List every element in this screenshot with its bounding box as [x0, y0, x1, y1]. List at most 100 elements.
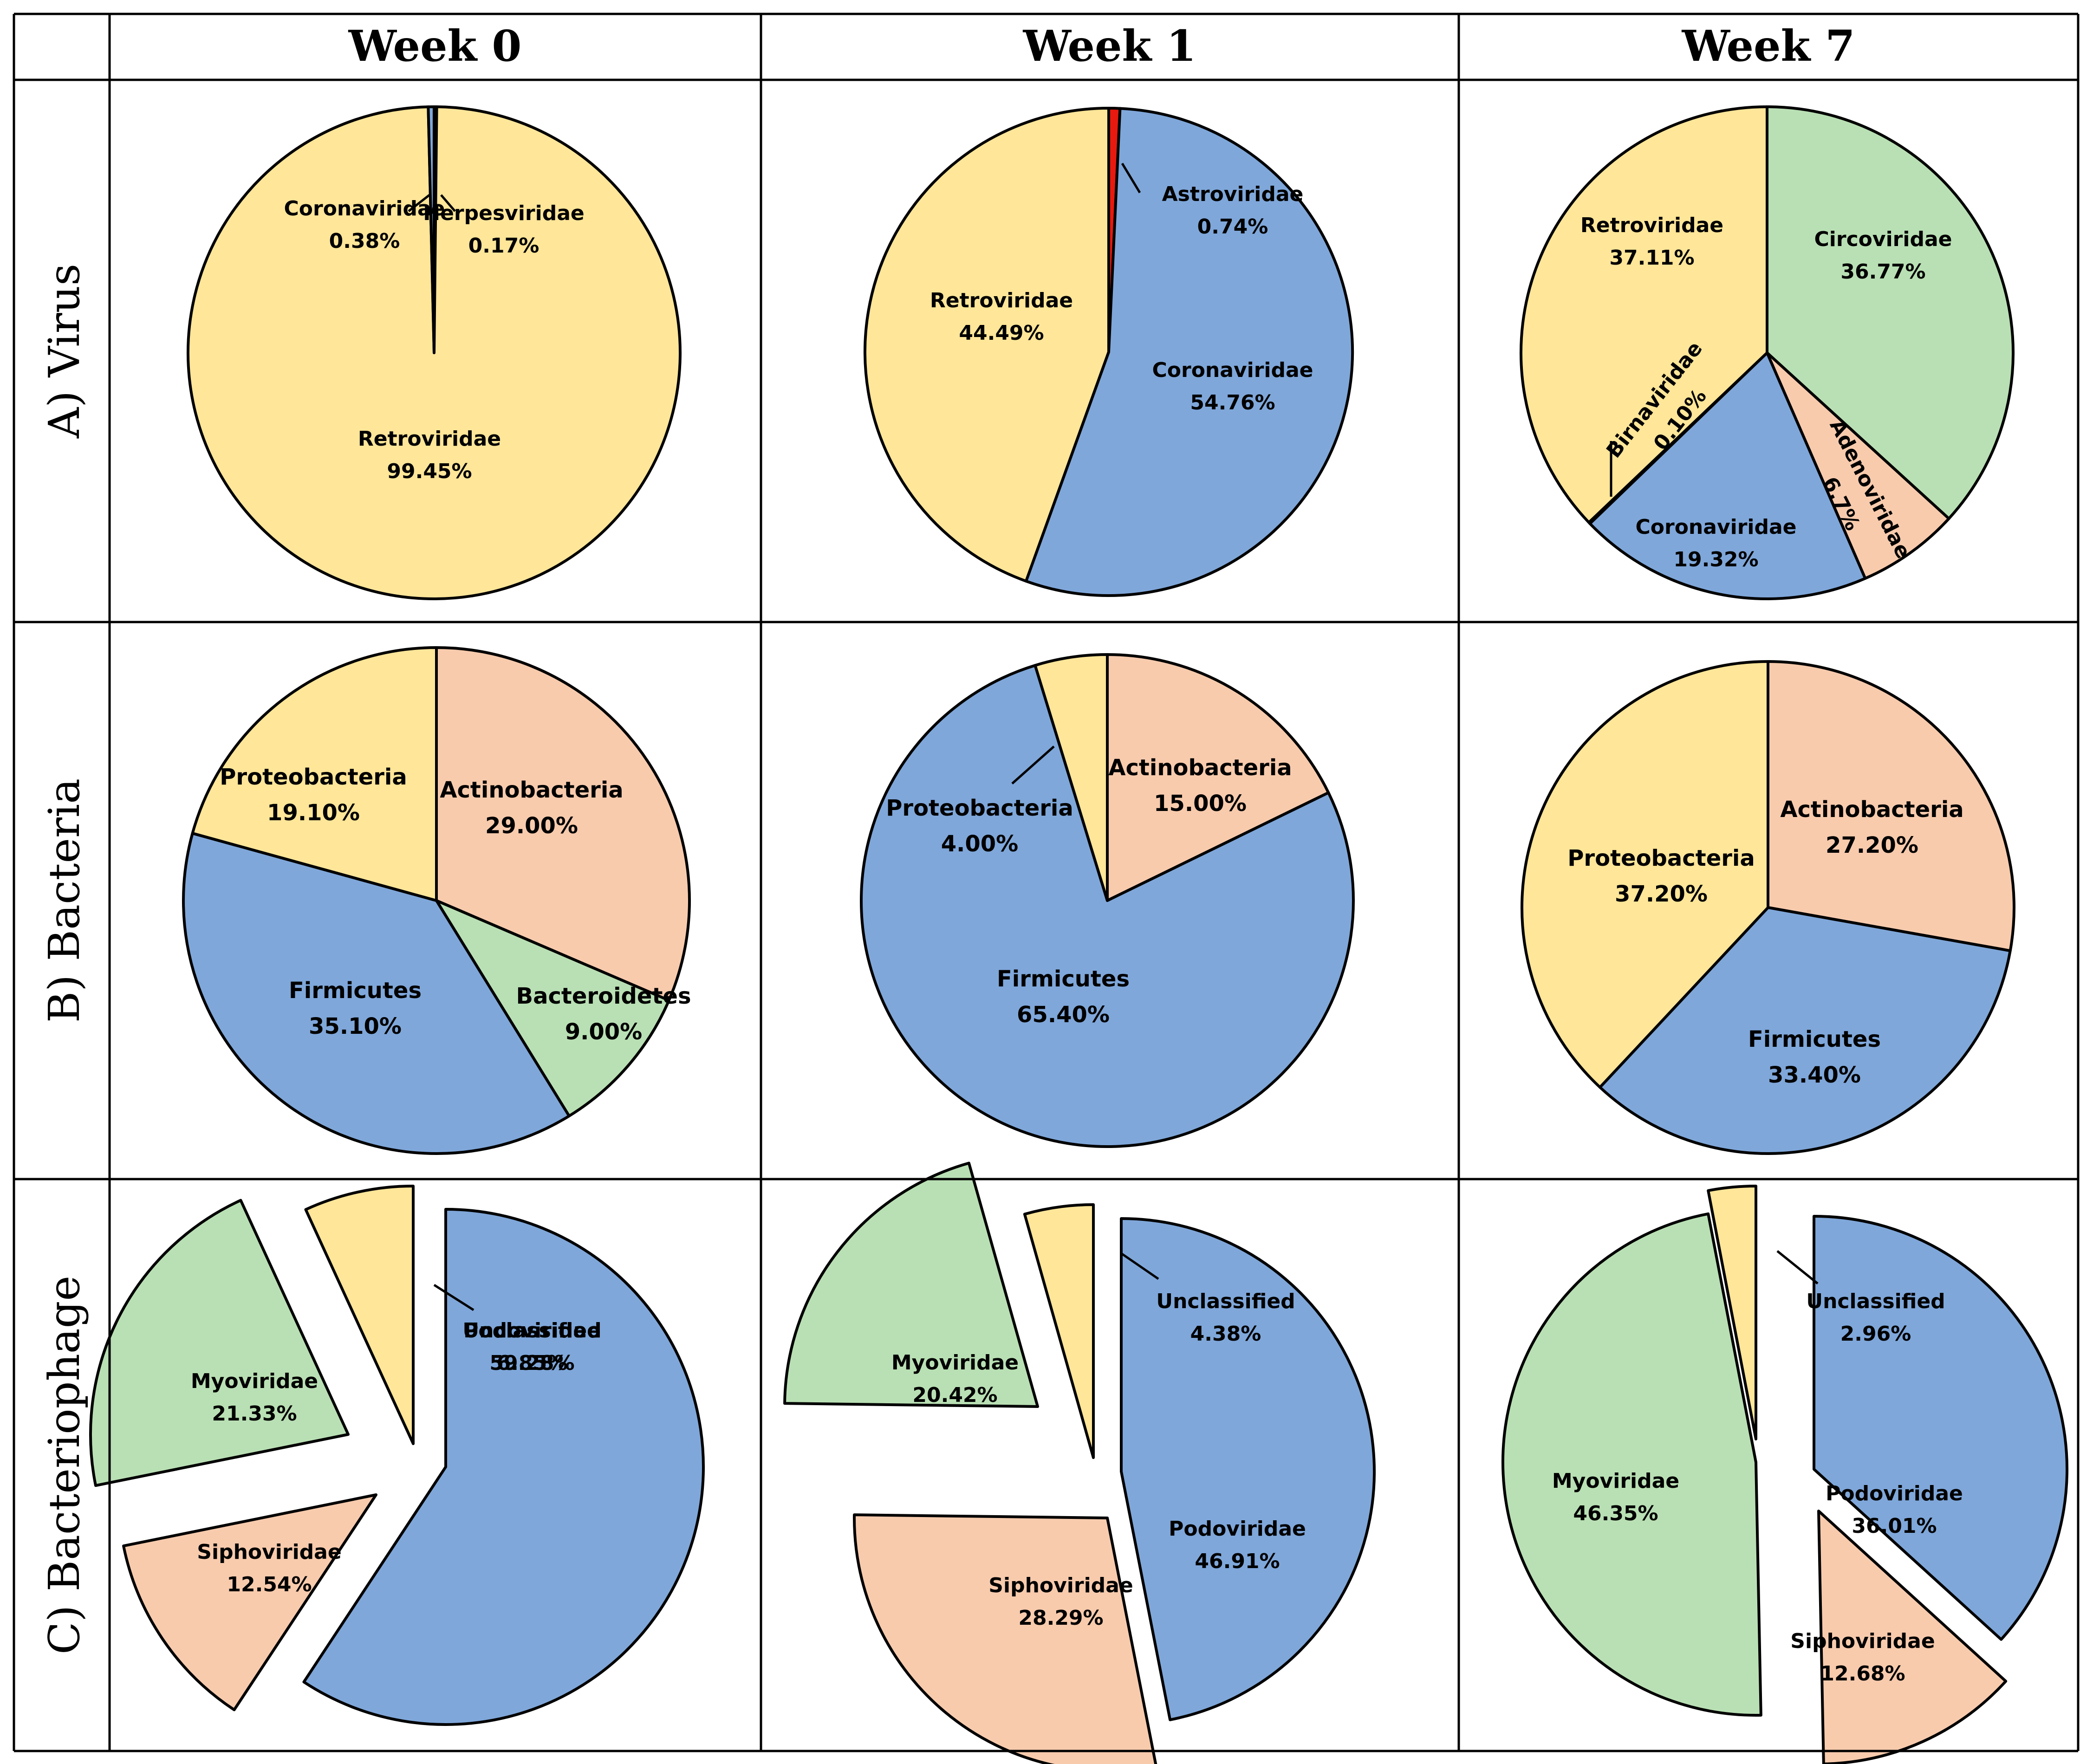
slice-name-bacteriophage-week-7-podoviridae: Podoviridae [1826, 1482, 1963, 1505]
leader-line-bacteriophage-week-0-unclassified [433, 1284, 474, 1311]
slice-name-virus-week-0-herpesviridae: Herpesviridae [423, 201, 584, 225]
slice-value-bacteria-week-0-bacteroidetes: 9.00% [565, 1019, 643, 1045]
slice-name-virus-week-7-retroviridae: Retroviridae [1580, 214, 1723, 237]
column-header-week-1: Week 1 [1023, 21, 1196, 71]
slice-label-group-bacteriophage-week-0-myoviridae: Myoviridae 21.33% [191, 1369, 318, 1426]
slice-name-bacteriophage-week-1-podoviridae: Podoviridae [1169, 1517, 1306, 1541]
table-grid [13, 13, 2080, 1752]
slice-label-group-bacteria-week-7-firmicutes: Firmicutes 33.40% [1748, 1026, 1881, 1088]
slice-label-group-virus-week-1-retroviridae: Retroviridae 44.49% [930, 289, 1073, 345]
slice-name-bacteriophage-week-1-siphoviridae: Siphoviridae [988, 1574, 1133, 1597]
pie-slice-bacteria-week-7-actinobacteria [1767, 660, 2015, 953]
slice-value-bacteria-week-7-proteobacteria: 37.20% [1615, 881, 1708, 907]
pie-slice-virus-week-1-retroviridae [864, 107, 1110, 583]
slice-label-group-bacteria-week-0-bacteroidetes: Bacteroidetes 9.00% [516, 983, 691, 1045]
slice-value-bacteriophage-week-7-unclassified: 2.96% [1840, 1322, 1911, 1346]
slice-label-group-bacteria-week-1-actinobacteria: Actinobacteria 15.00% [1108, 755, 1292, 817]
slice-name-bacteria-week-0-firmicutes: Firmicutes [289, 978, 422, 1004]
slice-label-group-virus-week-7-retroviridae: Retroviridae 37.11% [1580, 214, 1723, 270]
slice-value-virus-week-1-astroviridae: 0.74% [1197, 215, 1268, 239]
slice-name-virus-week-1-retroviridae: Retroviridae [930, 289, 1073, 312]
pie-slice-bacteriophage-week-1-siphoviridae [853, 1513, 1157, 1764]
slice-value-bacteria-week-1-actinobacteria: 15.00% [1154, 791, 1247, 817]
slice-name-bacteriophage-week-0-siphoviridae: Siphoviridae [197, 1540, 341, 1564]
slice-value-virus-week-0-retroviridae: 99.45% [387, 460, 472, 483]
slice-name-bacteria-week-1-proteobacteria: Proteobacteria [886, 795, 1073, 821]
slice-label-group-bacteriophage-week-0-unclassified: Unclassified 6.85% [462, 1319, 601, 1375]
slice-value-bacteria-week-7-actinobacteria: 27.20% [1826, 832, 1918, 858]
slice-label-group-virus-week-7-circoviridae: Circoviridae 36.77% [1814, 227, 1952, 284]
slice-name-virus-week-1-coronaviridae: Coronaviridae [1152, 358, 1313, 382]
pie-slice-bacteriophage-week-1-podoviridae [1120, 1217, 1376, 1721]
slice-name-virus-week-7-coronaviridae: Coronaviridae [1635, 515, 1796, 539]
slice-label-group-bacteriophage-week-7-myoviridae: Myoviridae 46.35% [1552, 1469, 1679, 1525]
pie-slices-layer [89, 105, 2068, 1764]
slice-value-bacteriophage-week-1-podoviridae: 46.91% [1195, 1550, 1280, 1573]
pie-slice-bacteriophage-week-7-siphoviridae [1817, 1510, 2008, 1764]
slice-label-group-bacteria-week-7-proteobacteria: Proteobacteria 37.20% [1567, 845, 1755, 907]
slice-name-bacteriophage-week-0-podoviridae: Podoviridae [463, 1319, 601, 1342]
pie-slice-bacteria-week-0-proteobacteria [191, 646, 438, 902]
leader-lines-layer [408, 162, 1819, 1311]
pie-slice-virus-week-7-retroviridae [1520, 105, 1768, 524]
pie-slice-bacteria-week-0-firmicutes [182, 832, 571, 1155]
leader-line-bacteriophage-week-1-unclassified [1120, 1252, 1159, 1280]
slice-value-bacteriophage-week-1-unclassified: 4.38% [1190, 1322, 1261, 1346]
pie-slice-virus-week-1-coronaviridae [1024, 107, 1354, 597]
pie-slice-virus-week-7-coronaviridae [1588, 351, 1867, 600]
pie-slice-bacteriophage-week-0-podoviridae [302, 1208, 705, 1726]
slice-label-group-virus-week-1-astroviridae: Astroviridae 0.74% [1162, 182, 1304, 239]
slice-value-bacteriophage-week-1-siphoviridae: 28.29% [1018, 1606, 1103, 1630]
slice-label-group-virus-week-0-herpesviridae: Herpesviridae 0.17% [423, 201, 584, 258]
slice-name-bacteria-week-0-proteobacteria: Proteobacteria [220, 764, 407, 790]
pie-slice-virus-week-7-adenoviridae [1766, 351, 1950, 580]
slice-name-virus-week-0-coronaviridae: Coronaviridae [284, 197, 445, 220]
slice-name-bacteria-week-0-bacteroidetes: Bacteroidetes [516, 983, 691, 1009]
pie-slice-bacteria-week-1-actinobacteria [1106, 653, 1330, 902]
slice-name-bacteriophage-week-1-unclassified: Unclassified [1156, 1290, 1295, 1313]
slice-value-virus-week-0-herpesviridae: 0.17% [468, 234, 540, 258]
slice-label-group-bacteriophage-week-1-myoviridae: Myoviridae 20.42% [891, 1351, 1019, 1407]
slice-label-group-virus-week-7-coronaviridae: Coronaviridae 19.32% [1635, 515, 1796, 571]
slice-name-virus-week-0-retroviridae: Retroviridae [358, 427, 501, 451]
slice-label-group-bacteriophage-week-1-podoviridae: Podoviridae 46.91% [1169, 1517, 1306, 1573]
pie-slice-bacteriophage-week-1-unclassified [1023, 1203, 1095, 1459]
slice-name-bacteriophage-week-7-siphoviridae: Siphoviridae [1790, 1629, 1935, 1653]
column-header-week-0: Week 0 [348, 21, 522, 71]
slice-value-bacteria-week-0-proteobacteria: 19.10% [267, 800, 360, 826]
slice-name-bacteria-week-0-actinobacteria: Actinobacteria [440, 777, 623, 803]
slice-value-bacteriophage-week-0-unclassified: 6.85% [497, 1351, 568, 1375]
slice-label-group-bacteriophage-week-1-siphoviridae: Siphoviridae 28.29% [988, 1574, 1133, 1630]
slice-name-bacteria-week-1-firmicutes: Firmicutes [997, 966, 1130, 992]
row-header-virus: A) Virus [39, 264, 89, 439]
pie-slice-bacteria-week-7-proteobacteria [1520, 660, 1769, 1089]
slice-name-virus-week-7-circoviridae: Circoviridae [1814, 227, 1952, 251]
pie-slice-bacteriophage-week-0-myoviridae [89, 1199, 350, 1487]
slice-value-virus-week-7-retroviridae: 37.11% [1609, 246, 1694, 270]
slice-label-group-bacteriophage-week-0-siphoviridae: Siphoviridae 12.54% [197, 1540, 341, 1596]
slice-value-bacteria-week-1-proteobacteria: 4.00% [941, 831, 1019, 857]
slice-label-group-bacteriophage-week-7-podoviridae: Podoviridae 36.01% [1826, 1482, 1963, 1538]
slice-value-bacteriophage-week-0-siphoviridae: 12.54% [227, 1573, 312, 1596]
slice-name-bacteria-week-7-actinobacteria: Actinobacteria [1780, 797, 1963, 823]
slice-value-bacteriophage-week-7-podoviridae: 36.01% [1852, 1514, 1937, 1538]
row-header-bacteria: B) Bacteria [39, 778, 89, 1023]
row-header-bacteriophage: C) Bacteriophage [39, 1276, 89, 1654]
slice-name-bacteriophage-week-7-myoviridae: Myoviridae [1552, 1469, 1679, 1493]
slice-value-bacteria-week-7-firmicutes: 33.40% [1768, 1062, 1861, 1088]
leader-line-virus-week-0-coronaviridae [408, 194, 430, 212]
slice-label-group-bacteria-week-1-proteobacteria: Proteobacteria 4.00% [886, 795, 1073, 857]
slice-label-group-bacteriophage-week-7-unclassified: Unclassified 2.96% [1806, 1290, 1945, 1346]
pie-slice-bacteria-week-7-firmicutes [1599, 906, 2012, 1155]
pie-slice-bacteria-week-1-proteobacteria [1034, 653, 1109, 902]
slice-value-bacteriophage-week-0-podoviridae: 59.28% [489, 1351, 574, 1375]
slice-label-group-bacteria-week-0-proteobacteria: Proteobacteria 19.10% [220, 764, 407, 826]
slice-value-bacteriophage-week-7-myoviridae: 46.35% [1573, 1502, 1658, 1525]
slice-value-virus-week-0-coronaviridae: 0.38% [329, 229, 400, 253]
slice-name-bacteriophage-week-0-unclassified: Unclassified [462, 1319, 601, 1342]
slice-label-group-bacteria-week-0-actinobacteria: Actinobacteria 29.00% [440, 777, 623, 839]
slice-value-bacteriophage-week-7-siphoviridae: 12.68% [1820, 1662, 1905, 1686]
leader-line-virus-week-1-astroviridae [1121, 162, 1141, 194]
slice-value-virus-week-1-retroviridae: 44.49% [959, 321, 1044, 345]
